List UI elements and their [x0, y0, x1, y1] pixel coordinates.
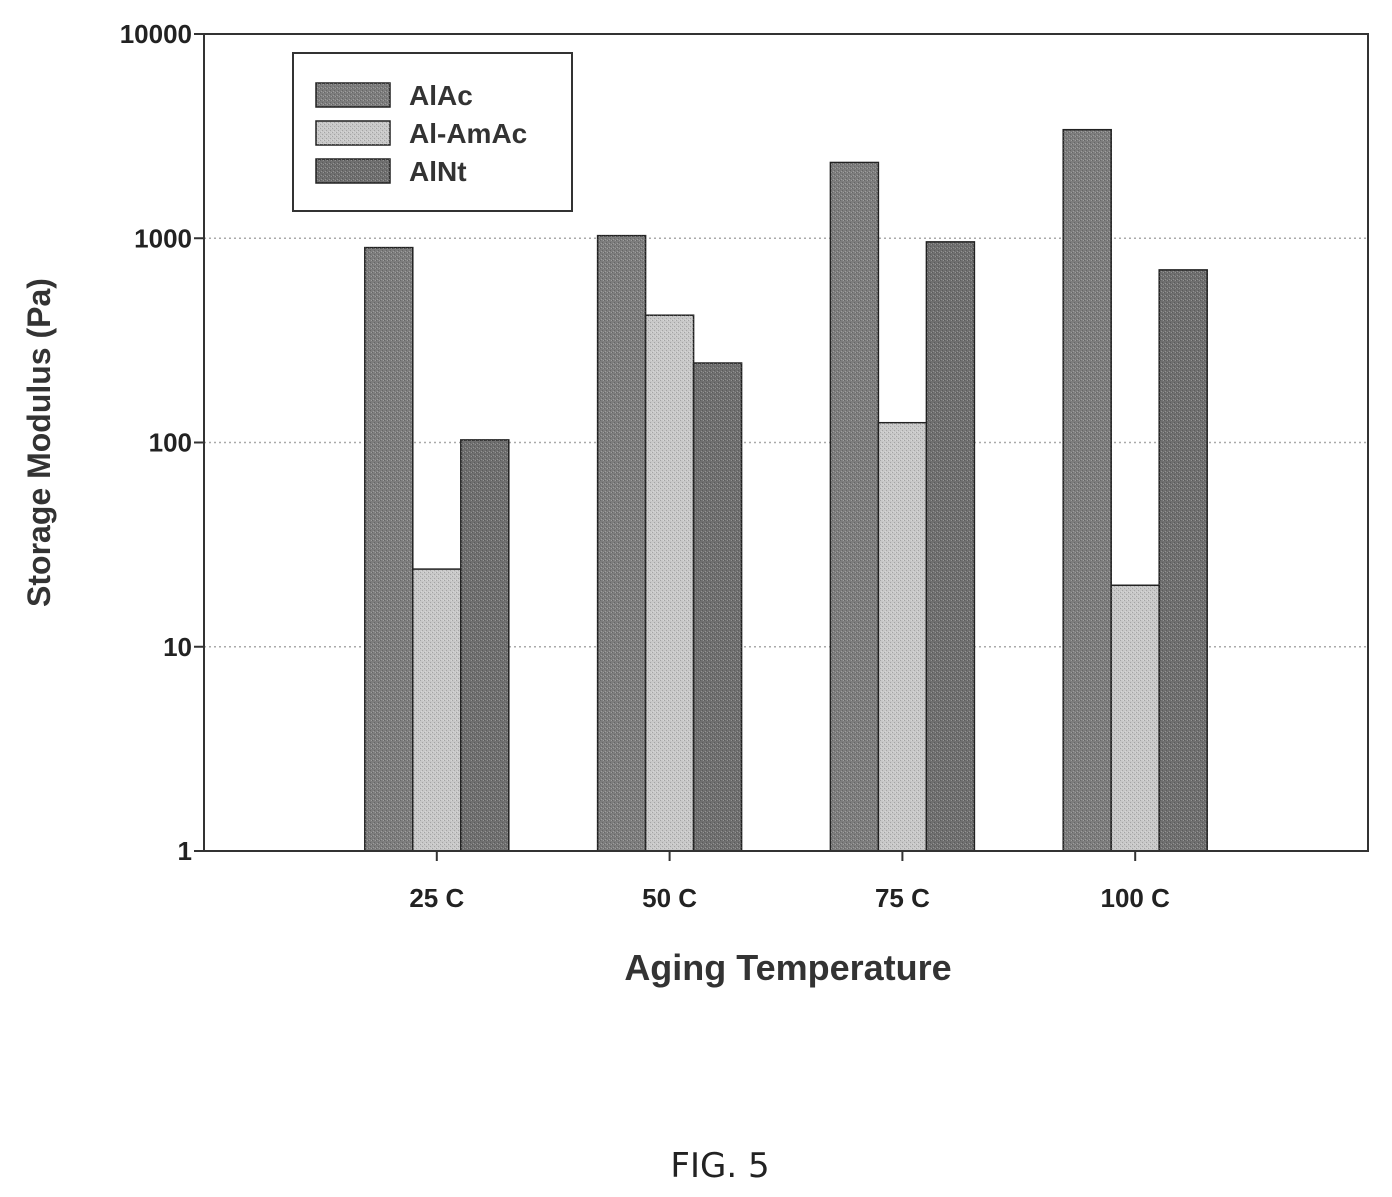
x-tick-label-3: 100 C [1101, 883, 1171, 913]
legend-label-alac: AlAc [409, 80, 473, 111]
bar-alac-50-c [596, 234, 647, 852]
bar-alnt-75-c [925, 241, 976, 852]
y-tick-label-10: 10 [163, 632, 192, 662]
bar-alnt-25-c-texture [460, 439, 509, 851]
bar-alac-25-c-texture [364, 247, 413, 852]
bar-al-amac-100-c-texture [1111, 585, 1160, 851]
bar-alnt-50-c [692, 362, 743, 852]
bar-al-amac-50-c [644, 314, 695, 852]
y-tick-label-10000: 10000 [120, 19, 192, 49]
bar-alac-75-c [829, 161, 880, 852]
y-tick-label-1000: 1000 [134, 223, 192, 253]
bar-alnt-25-c [460, 439, 510, 852]
bar-alnt-75-c-texture [926, 241, 975, 851]
bar-al-amac-75-c-texture [878, 422, 927, 851]
bar-alac-75-c-texture [830, 162, 879, 851]
bar-alac-100-c-texture [1063, 129, 1112, 851]
bar-al-amac-25-c [412, 568, 462, 852]
bar-alnt-100-c-texture [1159, 269, 1208, 851]
y-tick-label-100: 100 [149, 428, 192, 458]
bar-alac-50-c-texture [597, 235, 646, 851]
bar-al-amac-25-c-texture [412, 569, 461, 851]
x-tick-label-2: 75 C [875, 883, 930, 913]
x-tick-label-0: 25 C [409, 883, 464, 913]
y-axis-ticks: 1 10 100 1000 10000 [120, 19, 204, 866]
bar-al-amac-75-c [877, 421, 928, 852]
legend-swatch-texture-al-amac [316, 121, 390, 145]
x-tick-label-1: 50 C [642, 883, 697, 913]
legend-label-alnt: AlNt [409, 156, 467, 187]
bar-al-amac-50-c-texture [645, 315, 694, 852]
bar-alac-25-c [364, 246, 414, 852]
y-axis-title: Storage Modulus (Pa) [21, 278, 57, 607]
legend: AlAc Al-AmAc AlNt [292, 52, 573, 212]
bar-alnt-100-c [1158, 269, 1208, 852]
bar-al-amac-100-c [1110, 584, 1160, 852]
legend-swatch-texture-alnt [316, 159, 390, 183]
legend-label-al-amac: Al-AmAc [409, 118, 527, 149]
x-axis-ticks: 25 C 50 C 75 C 100 C [409, 851, 1170, 913]
bar-alnt-50-c-texture [693, 363, 742, 851]
bar-alac-100-c [1062, 128, 1112, 852]
legend-swatch-texture-alac [316, 83, 390, 107]
bar-group [364, 128, 1208, 852]
x-axis-title: Aging Temperature [624, 947, 951, 988]
figure-caption: FIG. 5 [670, 1146, 769, 1186]
y-tick-label-1: 1 [178, 836, 192, 866]
